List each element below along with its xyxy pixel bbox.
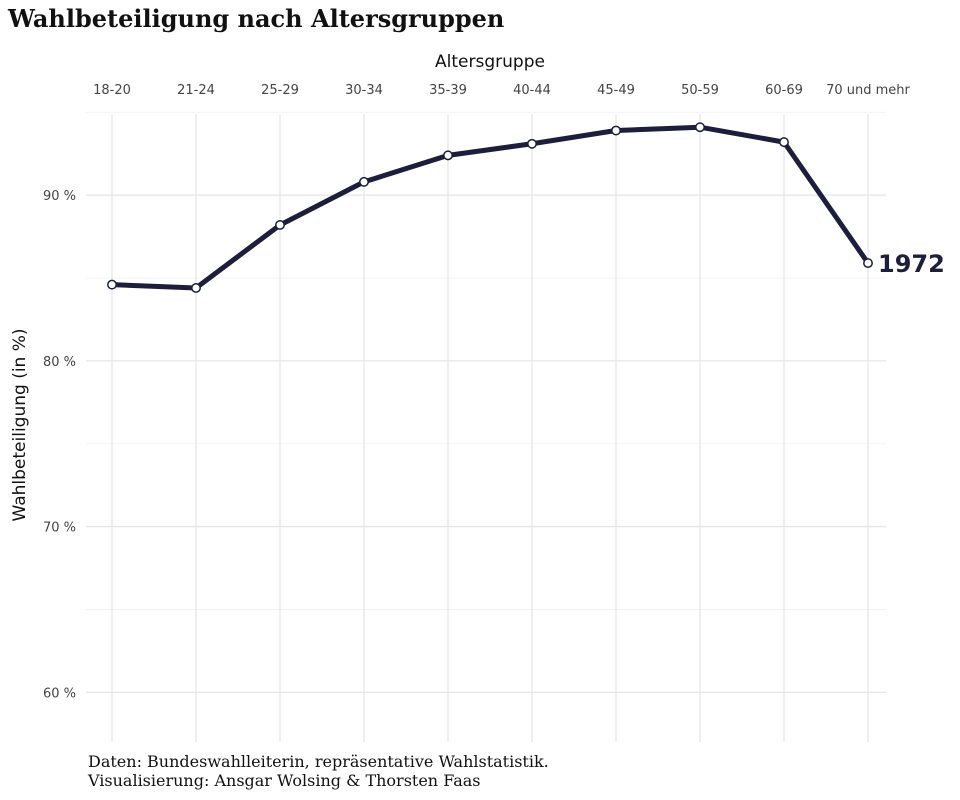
- x-tick-label: 30-34: [345, 83, 383, 98]
- data-point: [191, 282, 201, 293]
- x-tick-labels: 18-20 21-24 25-29 30-34 35-39 40-44 45-49 50-59…: [93, 83, 910, 98]
- series-end-label: 1972: [878, 250, 945, 278]
- y-axis-title: Wahlbeteiligung (in %): [10, 328, 30, 521]
- x-tick-label: 70 und mehr: [826, 83, 910, 98]
- data-point: [695, 122, 705, 133]
- series-group: 1972: [107, 122, 945, 293]
- data-point: [863, 258, 873, 269]
- x-axis-title: Altersgruppe: [435, 52, 545, 72]
- caption: Daten: Bundeswahlleiterin, repräsentativ…: [88, 752, 549, 790]
- y-tick-label: 70 %: [43, 521, 76, 536]
- series-line: [109, 124, 871, 291]
- x-tick-label: 21-24: [177, 83, 215, 98]
- x-tick-label: 45-49: [597, 83, 635, 98]
- x-tick-label: 25-29: [261, 83, 299, 98]
- y-tick-label: 80 %: [43, 355, 76, 370]
- caption-data-source: Daten: Bundeswahlleiterin, repräsentativ…: [88, 752, 549, 771]
- data-point: [275, 220, 285, 230]
- grid-lines: [86, 111, 886, 742]
- data-point: [359, 176, 369, 187]
- x-tick-label: 60-69: [765, 83, 803, 98]
- y-tick-labels: 60 % 70 % 80 % 90 %: [43, 189, 76, 701]
- y-tick-label: 60 %: [43, 686, 76, 701]
- x-tick-label: 40-44: [513, 83, 551, 98]
- caption-credits: Visualisierung: Ansgar Wolsing & Thorste…: [88, 771, 481, 790]
- y-tick-label: 90 %: [43, 189, 76, 204]
- data-point: [611, 125, 621, 136]
- data-point: [779, 137, 789, 148]
- data-point: [107, 279, 117, 290]
- data-point: [443, 150, 453, 161]
- x-tick-label: 35-39: [429, 83, 467, 98]
- x-tick-label: 50-59: [681, 83, 719, 98]
- data-point: [527, 138, 537, 149]
- x-tick-label: 18-20: [93, 83, 131, 98]
- chart-title: Wahlbeteiligung nach Altersgruppen: [8, 4, 505, 33]
